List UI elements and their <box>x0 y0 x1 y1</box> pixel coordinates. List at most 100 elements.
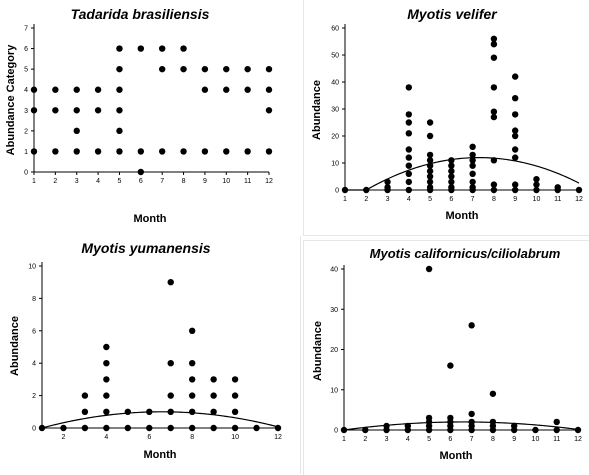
data-point <box>426 178 434 186</box>
chart-title: Myotis yumanensis <box>81 240 210 256</box>
y-tick-label: 40 <box>331 80 339 87</box>
data-point <box>575 186 583 194</box>
data-point <box>341 186 349 194</box>
x-tick-label: 6 <box>449 196 453 203</box>
x-tick-label: 3 <box>75 178 79 185</box>
data-point <box>490 186 498 194</box>
y-tick-label: 5 <box>24 67 28 74</box>
x-tick-label: 11 <box>553 436 560 443</box>
y-tick-label: 20 <box>331 134 339 141</box>
data-point <box>490 181 498 188</box>
fit-curve <box>343 421 579 431</box>
data-point <box>124 424 132 432</box>
data-point <box>158 65 166 73</box>
data-point <box>167 408 174 415</box>
y-tick-label: 2 <box>24 128 28 135</box>
data-point <box>511 132 519 140</box>
data-point <box>405 130 413 137</box>
x-tick-label: 12 <box>274 434 282 441</box>
data-point <box>448 184 455 191</box>
y-tick-label: 10 <box>28 264 36 271</box>
data-point <box>426 132 434 140</box>
y-tick-label: 0 <box>24 170 28 177</box>
x-tick-label: 4 <box>96 178 100 185</box>
data-point <box>490 54 498 61</box>
y-tick-label: 20 <box>330 347 338 354</box>
x-tick-label: 9 <box>512 436 516 443</box>
y-tick-label: 0 <box>334 428 338 435</box>
data-point <box>469 162 476 169</box>
data-point <box>81 408 89 415</box>
data-point <box>158 45 166 52</box>
data-point <box>103 376 110 383</box>
data-point <box>384 184 391 191</box>
data-point <box>489 390 497 397</box>
y-tick-label: 8 <box>32 296 36 303</box>
data-point <box>210 392 217 399</box>
scatter-chart-yumanensis: Myotis yumanensis 2 4 6 8 10 12 0 2 4 6 8 10 Month Abu… <box>9 240 282 461</box>
x-tick-label: 1 <box>342 436 346 443</box>
x-tick-label: 10 <box>533 196 541 203</box>
data-point <box>533 176 540 183</box>
data-point <box>188 360 196 367</box>
x-axis-label: Month <box>134 213 167 225</box>
data-point <box>469 170 476 177</box>
data-point <box>468 418 475 426</box>
data-point <box>469 151 476 159</box>
data-point <box>426 173 434 180</box>
data-point <box>469 157 476 164</box>
data-point <box>490 35 498 42</box>
x-tick-label: 9 <box>513 196 517 203</box>
data-point <box>533 186 540 194</box>
data-point <box>81 392 89 399</box>
data-point <box>511 111 519 118</box>
data-point <box>405 170 413 177</box>
data-point <box>124 408 132 415</box>
y-tick-label: 10 <box>331 161 339 168</box>
x-tick-label: 8 <box>190 434 194 441</box>
data-point <box>188 392 196 399</box>
x-tick-label: 7 <box>471 196 475 203</box>
y-tick-label: 1 <box>24 149 28 156</box>
data-point <box>469 178 476 186</box>
x-tick-label: 7 <box>160 178 164 185</box>
data-point <box>490 113 498 121</box>
data-point <box>231 376 239 383</box>
data-point <box>103 424 110 432</box>
data-point <box>188 376 196 383</box>
data-point <box>447 362 454 369</box>
data-point <box>426 151 434 159</box>
data-point <box>167 424 174 432</box>
y-tick-label: 6 <box>32 328 36 335</box>
data-point <box>158 148 166 155</box>
data-point <box>60 424 67 432</box>
data-point <box>511 154 519 161</box>
data-point <box>231 424 239 432</box>
x-tick-label: 6 <box>139 178 143 185</box>
chart-panel-myotis-yumanensis: Myotis yumanensis 2 4 6 8 10 12 0 2 4 6 8 10 Month Abu… <box>0 236 301 474</box>
x-tick-label: 1 <box>343 196 347 203</box>
x-tick-label: 10 <box>222 178 230 185</box>
data-point <box>533 181 540 188</box>
data-point <box>201 65 209 73</box>
x-tick-label: 8 <box>182 178 186 185</box>
x-tick-label: 5 <box>428 196 432 203</box>
data-point <box>405 178 413 186</box>
data-point <box>468 410 475 418</box>
data-point <box>81 424 89 432</box>
data-point <box>511 146 519 153</box>
x-tick-label: 12 <box>265 178 273 185</box>
x-tick-label: 4 <box>104 434 108 441</box>
data-point <box>554 184 561 191</box>
data-point <box>383 422 390 430</box>
data-point <box>116 65 123 73</box>
y-tick-label: 2 <box>32 393 36 400</box>
data-point <box>244 65 251 73</box>
data-point <box>405 146 413 153</box>
data-point <box>405 119 413 126</box>
data-point <box>231 392 239 399</box>
x-tick-label: 10 <box>532 436 540 443</box>
x-tick-label: 4 <box>406 436 410 443</box>
data-point <box>210 408 217 415</box>
data-point <box>490 84 498 91</box>
